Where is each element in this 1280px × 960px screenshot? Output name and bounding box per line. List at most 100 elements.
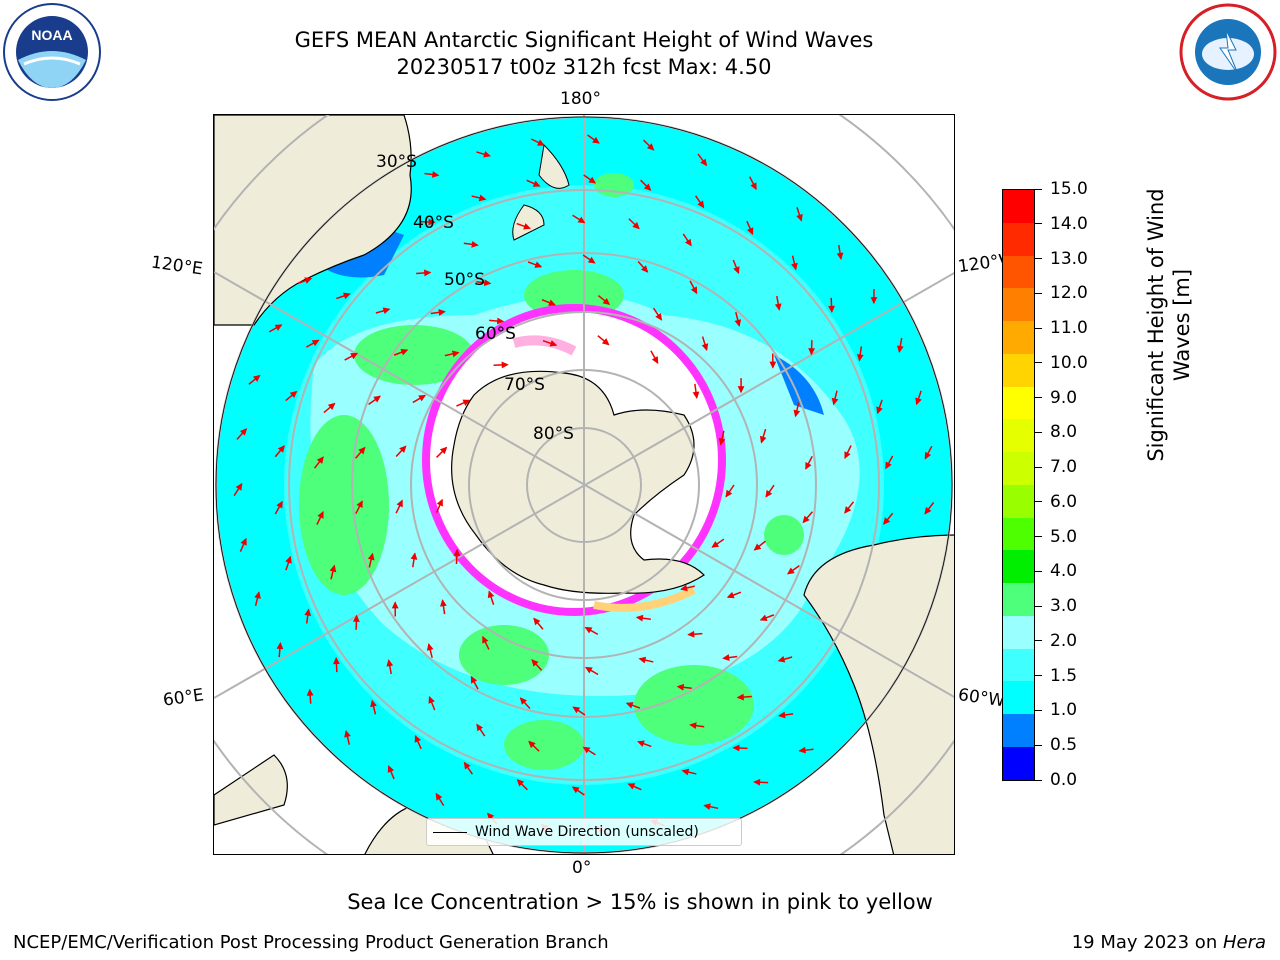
arrow-head [356, 500, 363, 509]
colorbar-segment [1003, 190, 1034, 223]
arrow-head [777, 655, 786, 663]
arrow-head [436, 498, 443, 507]
arrow-head [531, 659, 539, 667]
colorbar-tick-label: 3.0 [1035, 597, 1077, 615]
arrow-head [876, 406, 883, 415]
arrow-head [680, 584, 688, 592]
colorbar-tick-label: 14.0 [1035, 215, 1088, 233]
arrow-head [344, 729, 351, 738]
arrow-head [765, 489, 773, 498]
lat-label-60s: 60°S [475, 324, 516, 344]
arrow-head [285, 555, 292, 564]
arrow-head [451, 350, 460, 358]
arrow-head [655, 312, 663, 321]
arrow-head [778, 711, 786, 719]
arrow-head [438, 309, 446, 316]
arrow-head [759, 435, 767, 444]
lon-label-right-upper: 120°W [956, 250, 1006, 278]
arrow-head [487, 590, 495, 599]
arrow-head [635, 614, 644, 622]
arrow-head [476, 723, 484, 732]
arrow-head [637, 740, 645, 747]
arrow-head [478, 194, 487, 202]
arrow-head [856, 354, 864, 362]
arrow-head [350, 352, 359, 360]
arrow-head [276, 641, 284, 650]
arrow-head [532, 180, 541, 187]
arrow-head [701, 343, 709, 352]
wind-wave-arrows [233, 134, 935, 835]
noaa-logo: NOAA [2, 2, 102, 102]
arrow-head [646, 143, 655, 151]
arrow-head [342, 292, 351, 300]
arrow-head [584, 666, 593, 674]
lat-label-50s: 50°S [444, 270, 485, 290]
legend-line-icon [433, 831, 467, 833]
lat-label-40s: 40°S [413, 213, 454, 233]
arrow-head [690, 286, 698, 295]
arrow-head [523, 223, 531, 230]
arrow-head [774, 303, 782, 311]
lat-label-30s: 30°S [376, 152, 417, 172]
arrow-head [548, 299, 556, 306]
arrow-head [373, 395, 382, 403]
arrow-head [428, 695, 435, 704]
arrow-head [836, 252, 844, 260]
map-panel [213, 114, 955, 855]
arrow-head [572, 706, 581, 714]
arrow-head [796, 213, 803, 222]
arrow-head [732, 744, 740, 752]
arrow-head [516, 779, 525, 787]
arrow-head [370, 699, 377, 708]
arrow-head [870, 297, 878, 305]
arrow-head [435, 792, 443, 801]
arrow-head [235, 482, 243, 491]
arrow-head [317, 510, 324, 519]
arrow-head [396, 499, 403, 508]
arrow-head [769, 361, 777, 369]
arrow-head [786, 567, 795, 575]
colorbar-tick-label: 0.0 [1035, 771, 1077, 789]
arrow-head [496, 317, 505, 325]
arrow-head [734, 319, 742, 327]
arrow-head [424, 269, 432, 277]
colorbar-segment [1003, 648, 1034, 682]
arrow-head [483, 150, 491, 158]
arrow-head [306, 688, 314, 696]
nws-logo [1178, 2, 1278, 102]
arrow-head [453, 548, 461, 557]
arrow-head [358, 446, 366, 455]
arrow-head [798, 746, 806, 754]
arrow-head [726, 591, 735, 599]
arrow-head [651, 356, 659, 364]
colorbar-tick-label: 15.0 [1035, 180, 1088, 198]
colorbar-tick-label: 7.0 [1035, 458, 1077, 476]
colorbar-segment [1003, 550, 1034, 584]
arrow-head [703, 803, 711, 810]
arrow-head [924, 451, 932, 460]
arrow-head [753, 543, 762, 551]
arrow-head [588, 176, 597, 184]
colorbar-segment [1003, 681, 1034, 715]
arrow-head [750, 182, 757, 191]
polar-map [214, 115, 954, 854]
arrow-head [254, 591, 261, 599]
arrow-head [428, 218, 436, 226]
arrow-head [399, 445, 407, 453]
arrow-head [277, 445, 285, 453]
footer-host: Hera [1222, 932, 1266, 953]
sea-ice-footnote: Sea Ice Concentration > 15% is shown in … [347, 890, 933, 914]
arrow-head [329, 564, 337, 573]
arrow-head [333, 656, 340, 665]
arrow-head [791, 262, 798, 271]
arrow-head [462, 399, 471, 406]
arrow-head [400, 349, 409, 356]
arrow-head [352, 614, 360, 622]
arrow-head [828, 305, 835, 314]
colorbar-tick-label: 1.5 [1035, 667, 1077, 685]
colorbar-tick-label: 11.0 [1035, 319, 1088, 337]
arrow-head [700, 158, 708, 167]
arrow-head [747, 227, 754, 236]
lon-label-top: 180° [560, 89, 601, 109]
arrow-head [274, 324, 283, 331]
